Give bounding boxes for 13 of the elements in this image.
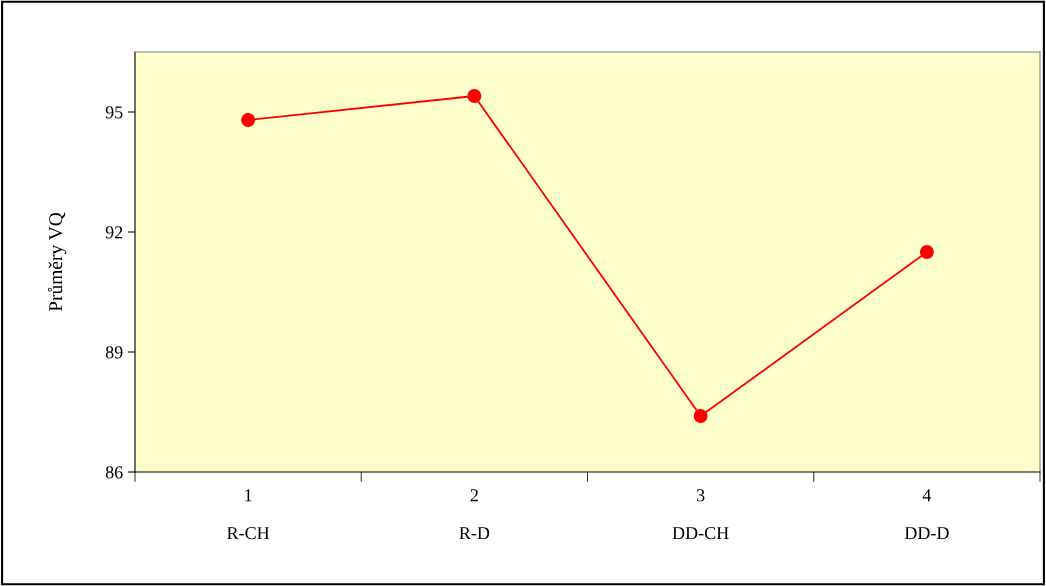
point	[467, 89, 482, 103]
point	[693, 409, 708, 423]
category-label: 3 DD-CH	[672, 489, 729, 540]
y-tick-label: 86	[105, 466, 123, 479]
category-label: 2 R-D	[459, 489, 490, 539]
point	[241, 113, 256, 127]
y-axis-title: Průměry VQ	[47, 212, 67, 312]
y-tick-label: 89	[105, 346, 123, 359]
category-label: 1 R-CH	[227, 489, 270, 540]
y-tick-label: 92	[105, 226, 123, 239]
y-tick-label: 95	[105, 106, 123, 119]
point	[919, 245, 934, 259]
category-label: 4 DD-D	[904, 489, 949, 539]
